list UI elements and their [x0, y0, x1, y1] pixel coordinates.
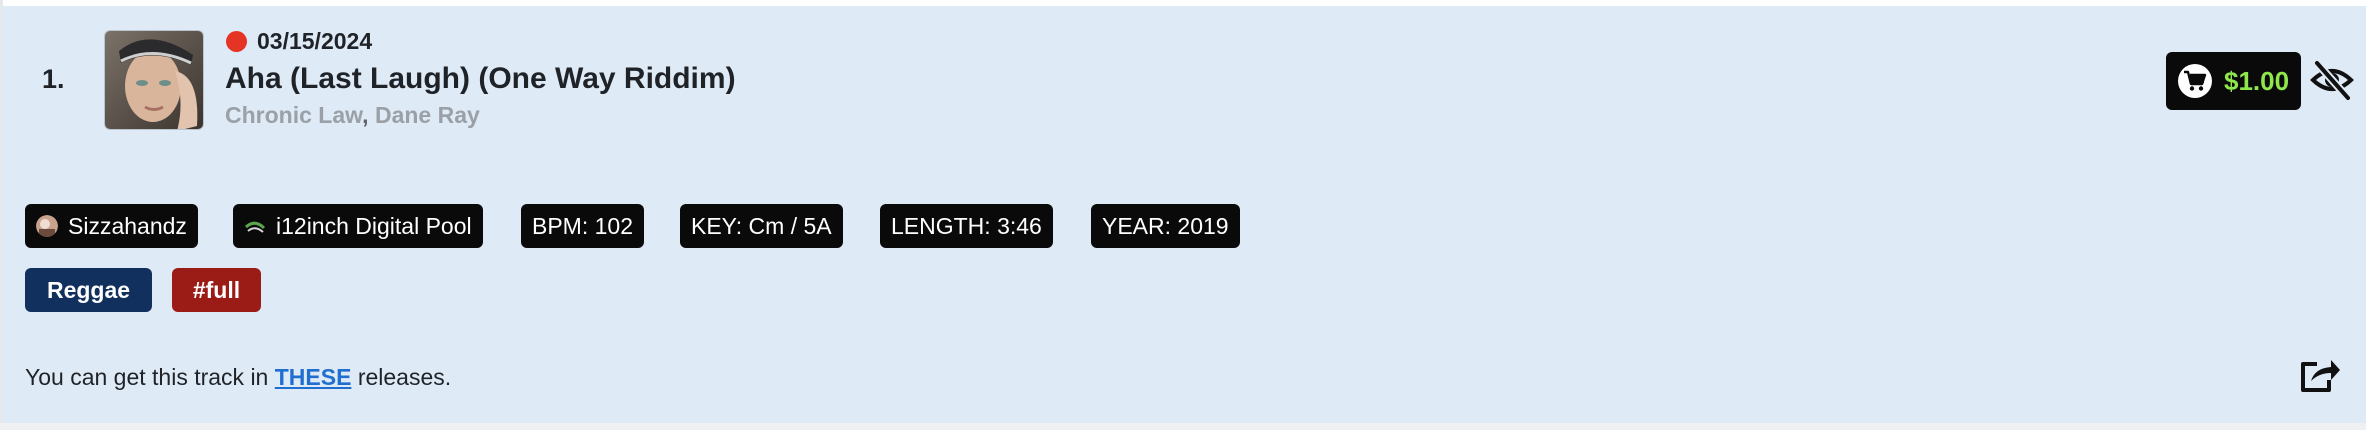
cart-icon	[2178, 64, 2212, 98]
artist-separator: ,	[362, 102, 369, 128]
releases-note-prefix: You can get this track in	[25, 364, 275, 390]
artist-link[interactable]: Dane Ray	[374, 102, 480, 128]
buy-button[interactable]: $1.00	[2166, 52, 2301, 110]
chip-length: LENGTH: 3:46	[880, 204, 1053, 248]
chip-label: i12inch Digital Pool	[276, 212, 472, 239]
left-border	[0, 0, 3, 430]
chip-label: BPM: 102	[532, 212, 633, 239]
chip-year: YEAR: 2019	[1091, 204, 1240, 248]
chip-label: KEY: Cm / 5A	[691, 212, 832, 239]
tag-label: Reggae	[46, 276, 131, 303]
pool-avatar-icon	[244, 215, 266, 237]
share-icon[interactable]	[2297, 354, 2341, 394]
release-date: 03/15/2024	[257, 28, 373, 54]
cover-art-image	[105, 31, 203, 129]
chip-uploader[interactable]: Sizzahandz	[25, 204, 198, 248]
chip-label: Sizzahandz	[68, 212, 187, 239]
genre-tag[interactable]: Reggae	[25, 268, 152, 312]
artist-list: Chronic Law, Dane Ray	[225, 102, 480, 129]
releases-link[interactable]: THESE	[274, 364, 352, 390]
bottom-divider	[0, 423, 2366, 430]
chip-label: LENGTH: 3:46	[891, 212, 1042, 239]
chip-pool[interactable]: i12inch Digital Pool	[233, 204, 483, 248]
track-title[interactable]: Aha (Last Laugh) (One Way Riddim)	[225, 62, 736, 95]
releases-note: You can get this track in THESE releases…	[25, 364, 451, 391]
chip-label: YEAR: 2019	[1102, 212, 1229, 239]
releases-note-suffix: releases.	[351, 364, 452, 390]
track-number: 1.	[42, 64, 65, 94]
chip-key: KEY: Cm / 5A	[680, 204, 843, 248]
eye-slash-icon[interactable]	[2310, 58, 2354, 102]
artist-link[interactable]: Chronic Law	[225, 102, 363, 128]
chip-bpm: BPM: 102	[521, 204, 644, 248]
tag-label: #full	[192, 276, 241, 303]
price-label: $1.00	[2224, 65, 2290, 96]
user-avatar-icon	[36, 215, 58, 237]
status-dot	[226, 31, 247, 52]
hashtag-tag[interactable]: #full	[172, 268, 261, 312]
album-cover[interactable]	[104, 30, 204, 130]
